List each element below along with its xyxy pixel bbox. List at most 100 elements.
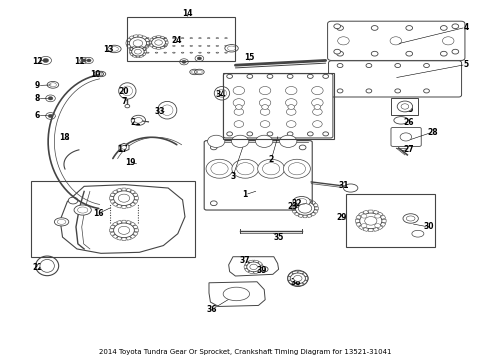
Circle shape bbox=[48, 97, 53, 100]
Circle shape bbox=[118, 226, 130, 234]
Circle shape bbox=[424, 89, 429, 93]
Ellipse shape bbox=[138, 217, 139, 219]
Ellipse shape bbox=[406, 216, 415, 221]
Circle shape bbox=[234, 121, 244, 127]
Text: 19: 19 bbox=[125, 158, 136, 167]
Circle shape bbox=[361, 224, 367, 228]
Circle shape bbox=[337, 89, 343, 93]
Circle shape bbox=[155, 40, 162, 45]
Text: 38: 38 bbox=[290, 278, 301, 287]
Ellipse shape bbox=[164, 37, 167, 39]
Circle shape bbox=[366, 63, 372, 68]
Ellipse shape bbox=[94, 71, 103, 77]
Circle shape bbox=[234, 108, 244, 115]
Ellipse shape bbox=[119, 83, 136, 99]
Circle shape bbox=[313, 121, 322, 127]
Ellipse shape bbox=[155, 37, 158, 39]
Circle shape bbox=[247, 74, 253, 78]
Ellipse shape bbox=[164, 45, 167, 46]
FancyBboxPatch shape bbox=[328, 21, 465, 60]
Polygon shape bbox=[60, 185, 185, 253]
Circle shape bbox=[375, 214, 380, 218]
Ellipse shape bbox=[47, 81, 59, 88]
Polygon shape bbox=[209, 282, 265, 306]
Circle shape bbox=[85, 57, 93, 63]
Ellipse shape bbox=[147, 45, 149, 46]
Text: 17: 17 bbox=[117, 145, 128, 154]
Ellipse shape bbox=[207, 45, 210, 46]
Ellipse shape bbox=[293, 197, 310, 207]
Text: 21: 21 bbox=[131, 117, 141, 127]
Circle shape bbox=[260, 266, 268, 272]
Text: 8: 8 bbox=[35, 94, 40, 103]
Text: 37: 37 bbox=[240, 256, 250, 265]
Circle shape bbox=[43, 58, 49, 63]
Text: 26: 26 bbox=[403, 118, 414, 127]
Circle shape bbox=[400, 133, 412, 141]
Polygon shape bbox=[229, 257, 279, 276]
Ellipse shape bbox=[110, 210, 111, 211]
Circle shape bbox=[250, 264, 257, 270]
Ellipse shape bbox=[190, 52, 193, 53]
Text: 14: 14 bbox=[182, 9, 193, 18]
Text: 10: 10 bbox=[90, 70, 100, 79]
Text: 4: 4 bbox=[463, 23, 468, 32]
Circle shape bbox=[307, 74, 313, 78]
Bar bbox=[127, 17, 235, 61]
Ellipse shape bbox=[288, 270, 308, 287]
Circle shape bbox=[259, 99, 271, 107]
Ellipse shape bbox=[181, 37, 184, 39]
Circle shape bbox=[280, 135, 297, 148]
Ellipse shape bbox=[190, 45, 193, 46]
Circle shape bbox=[236, 105, 242, 109]
Circle shape bbox=[397, 101, 413, 112]
Circle shape bbox=[267, 74, 273, 78]
Ellipse shape bbox=[74, 205, 91, 215]
Bar bbox=[346, 194, 435, 247]
Circle shape bbox=[197, 57, 201, 60]
Text: 11: 11 bbox=[74, 57, 85, 66]
Ellipse shape bbox=[412, 230, 424, 237]
Text: 3: 3 bbox=[230, 172, 236, 181]
Circle shape bbox=[114, 191, 134, 206]
Bar bbox=[223, 73, 334, 139]
Text: 16: 16 bbox=[93, 209, 104, 218]
Ellipse shape bbox=[216, 52, 219, 53]
Polygon shape bbox=[119, 143, 129, 152]
Circle shape bbox=[48, 114, 53, 118]
Text: 13: 13 bbox=[103, 45, 113, 54]
Circle shape bbox=[334, 24, 341, 29]
Circle shape bbox=[247, 262, 261, 272]
Ellipse shape bbox=[394, 117, 408, 124]
Circle shape bbox=[247, 132, 253, 136]
Ellipse shape bbox=[223, 287, 249, 301]
FancyBboxPatch shape bbox=[204, 141, 312, 210]
Circle shape bbox=[237, 163, 254, 175]
Ellipse shape bbox=[138, 52, 141, 53]
Ellipse shape bbox=[172, 37, 175, 39]
Circle shape bbox=[263, 163, 280, 175]
Circle shape bbox=[82, 59, 86, 62]
Circle shape bbox=[233, 86, 245, 95]
Circle shape bbox=[287, 121, 296, 127]
FancyBboxPatch shape bbox=[329, 61, 462, 97]
Ellipse shape bbox=[110, 215, 111, 216]
Circle shape bbox=[452, 49, 459, 54]
Circle shape bbox=[424, 63, 429, 68]
Circle shape bbox=[452, 24, 459, 29]
Circle shape bbox=[260, 121, 270, 127]
Ellipse shape bbox=[155, 52, 158, 53]
Circle shape bbox=[87, 59, 91, 62]
Circle shape bbox=[133, 40, 143, 46]
Circle shape bbox=[360, 213, 382, 229]
Circle shape bbox=[298, 204, 312, 213]
Circle shape bbox=[46, 95, 55, 102]
Circle shape bbox=[406, 26, 413, 30]
Text: 18: 18 bbox=[60, 133, 70, 142]
Circle shape bbox=[180, 59, 188, 65]
Ellipse shape bbox=[190, 37, 193, 39]
Ellipse shape bbox=[147, 37, 149, 39]
Ellipse shape bbox=[181, 52, 184, 53]
Ellipse shape bbox=[40, 260, 54, 272]
Text: 6: 6 bbox=[35, 111, 40, 120]
